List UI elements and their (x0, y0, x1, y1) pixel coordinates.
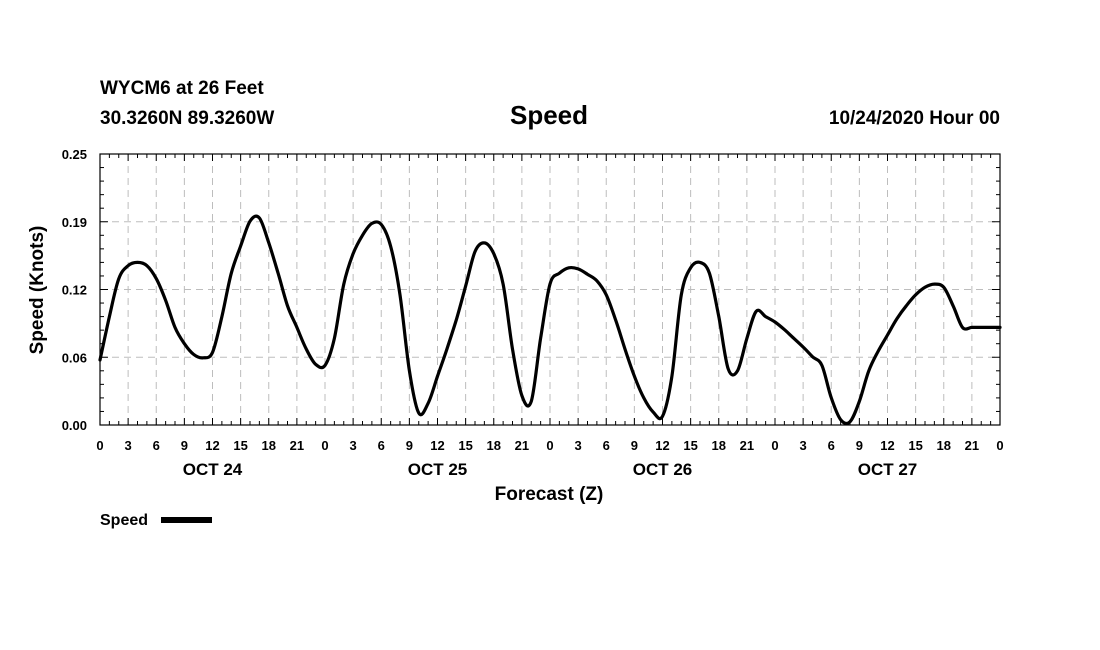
x-tick-label: 3 (125, 438, 132, 453)
x-tick-label: 12 (655, 438, 669, 453)
x-tick-label: 0 (321, 438, 328, 453)
x-tick-label: 6 (378, 438, 385, 453)
y-axis-title: Speed (Knots) (27, 226, 48, 355)
day-labels: OCT 24 OCT 25 OCT 26 OCT 27 (183, 460, 918, 479)
x-tick-labels: 0 3 6 9 12 15 18 21 0 3 6 9 12 15 18 21 0 3 6 9 12 15 18 21 0 3 6 9… (96, 438, 1003, 453)
day-label: OCT 25 (408, 460, 468, 479)
x-tick-label: 0 (96, 438, 103, 453)
y-tick-label: 0.19 (62, 215, 87, 230)
day-label: OCT 26 (633, 460, 693, 479)
x-tick-label: 9 (856, 438, 863, 453)
x-tick-label: 12 (430, 438, 444, 453)
plot-frame (99, 153, 1001, 426)
x-tick-label: 0 (996, 438, 1003, 453)
legend-label: Speed (100, 512, 148, 529)
x-tick-label: 18 (712, 438, 726, 453)
day-label: OCT 24 (183, 460, 243, 479)
x-tick-label: 12 (205, 438, 219, 453)
x-tick-label: 18 (937, 438, 951, 453)
x-tick-label: 3 (575, 438, 582, 453)
x-tick-label: 15 (458, 438, 472, 453)
x-tick-label: 21 (515, 438, 529, 453)
x-tick-label: 12 (880, 438, 894, 453)
x-tick-label: 3 (350, 438, 357, 453)
x-tick-label: 9 (181, 438, 188, 453)
x-tick-label: 18 (487, 438, 501, 453)
chart-title: Speed (510, 100, 588, 130)
station-label: WYCM6 at 26 Feet (100, 78, 264, 99)
x-tick-label: 0 (546, 438, 553, 453)
x-tick-label: 21 (740, 438, 754, 453)
y-tick-label: 0.00 (62, 418, 87, 433)
x-tick-label: 6 (153, 438, 160, 453)
x-tick-label: 15 (683, 438, 697, 453)
x-tick-label: 0 (771, 438, 778, 453)
x-tick-label: 15 (233, 438, 247, 453)
legend-swatch (161, 517, 212, 523)
y-tick-labels: 0.00 0.06 0.12 0.19 0.25 (62, 147, 87, 433)
x-tick-label: 6 (603, 438, 610, 453)
y-tick-label: 0.12 (62, 283, 87, 298)
x-tick-label: 9 (406, 438, 413, 453)
y-tick-label: 0.25 (62, 147, 87, 162)
x-axis-title: Forecast (Z) (495, 484, 604, 505)
x-tick-label: 6 (828, 438, 835, 453)
legend: Speed (100, 512, 212, 529)
day-label: OCT 27 (858, 460, 918, 479)
x-tick-label: 15 (908, 438, 922, 453)
x-tick-label: 18 (262, 438, 276, 453)
x-tick-label: 21 (290, 438, 304, 453)
speed-series-line (98, 214, 1002, 426)
coordinates-label: 30.3260N 89.3260W (100, 108, 274, 129)
y-tick-label: 0.06 (62, 350, 87, 365)
timestamp-label: 10/24/2020 Hour 00 (829, 108, 1000, 129)
x-tick-label: 21 (965, 438, 979, 453)
x-tick-label: 9 (631, 438, 638, 453)
x-tick-label: 3 (800, 438, 807, 453)
